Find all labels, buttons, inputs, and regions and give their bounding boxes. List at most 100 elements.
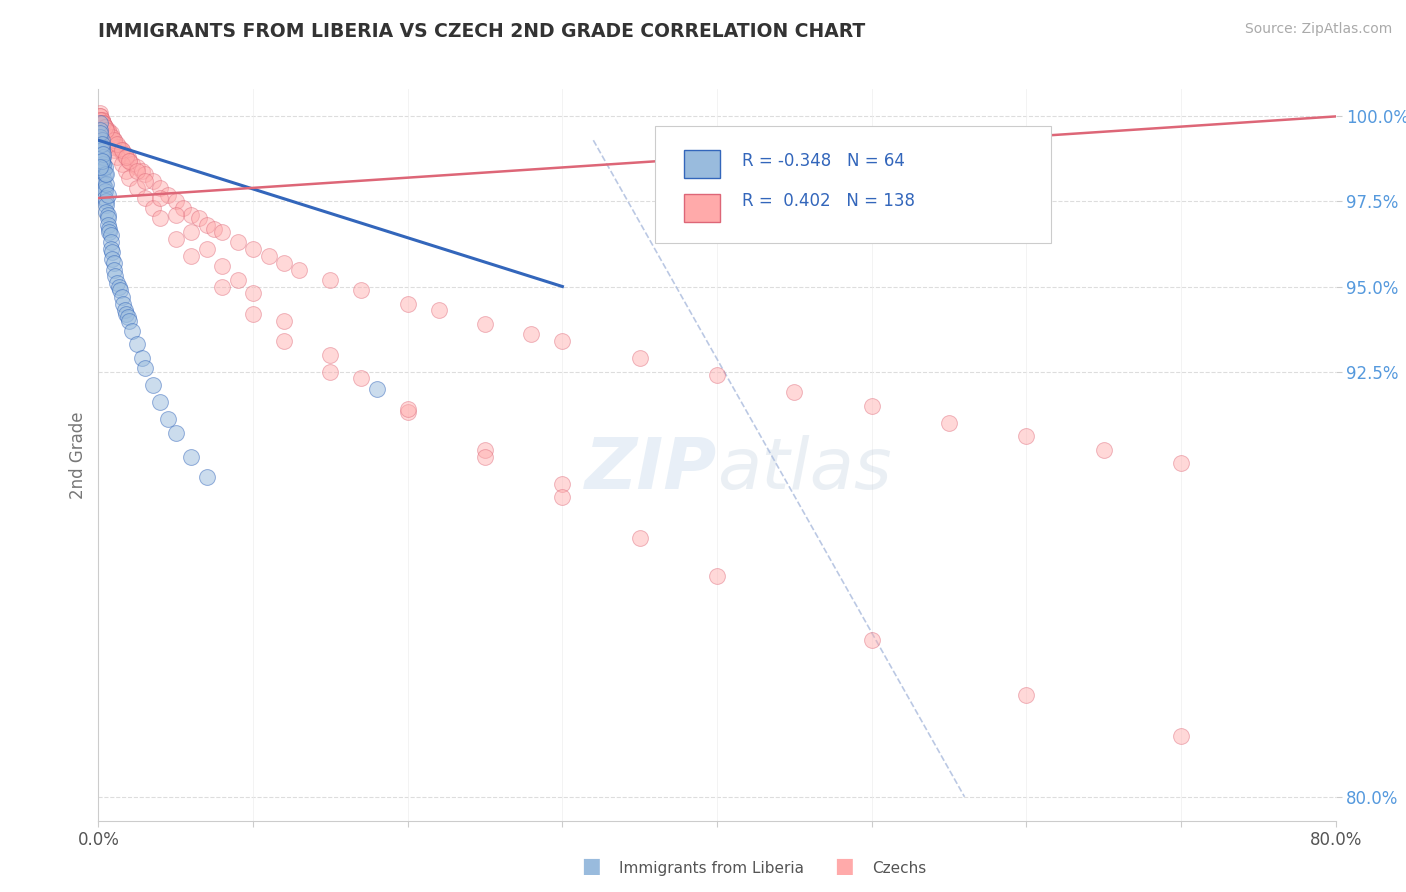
Point	[118, 170, 141, 185]
Point	[93, 181, 115, 195]
Point	[242, 307, 264, 321]
Point	[93, 123, 115, 137]
Point	[91, 178, 114, 192]
Point	[105, 150, 128, 164]
FancyBboxPatch shape	[683, 194, 720, 222]
Point	[180, 225, 202, 239]
Point	[93, 161, 115, 175]
Point	[89, 110, 111, 124]
Point	[149, 181, 172, 195]
Point	[96, 167, 118, 181]
Point	[90, 116, 112, 130]
Point	[180, 450, 202, 464]
Point	[1092, 442, 1115, 457]
Point	[100, 242, 122, 256]
Point	[90, 153, 112, 168]
Point	[91, 127, 114, 141]
Text: R = -0.348   N = 64: R = -0.348 N = 64	[742, 152, 904, 169]
Point	[195, 242, 218, 256]
Point	[98, 127, 121, 141]
Point	[111, 144, 134, 158]
Point	[97, 129, 120, 144]
Point	[90, 146, 112, 161]
Point	[89, 112, 111, 127]
Point	[96, 194, 118, 209]
Point	[427, 303, 450, 318]
Point	[103, 133, 125, 147]
Point	[134, 361, 156, 376]
Point	[165, 425, 187, 440]
Point	[90, 136, 112, 151]
Point	[91, 120, 114, 134]
Point	[111, 144, 134, 158]
Point	[98, 133, 121, 147]
Point	[257, 249, 280, 263]
Point	[226, 273, 249, 287]
Point	[89, 116, 111, 130]
Point	[242, 242, 264, 256]
Point	[91, 123, 114, 137]
Point	[105, 276, 128, 290]
Text: IMMIGRANTS FROM LIBERIA VS CZECH 2ND GRADE CORRELATION CHART: IMMIGRANTS FROM LIBERIA VS CZECH 2ND GRA…	[98, 22, 866, 41]
Point	[90, 144, 112, 158]
Point	[127, 164, 149, 178]
Point	[101, 252, 124, 267]
Point	[114, 146, 136, 161]
Point	[226, 235, 249, 250]
Point	[396, 405, 419, 419]
Point	[89, 106, 111, 120]
Point	[117, 150, 139, 164]
Point	[149, 395, 172, 409]
Point	[142, 201, 165, 215]
Point	[91, 116, 114, 130]
Point	[111, 290, 134, 304]
Point	[628, 531, 651, 545]
Point	[242, 286, 264, 301]
Point	[105, 140, 128, 154]
Point	[98, 225, 121, 239]
Point	[165, 194, 187, 209]
Point	[89, 123, 111, 137]
Point	[134, 191, 156, 205]
Point	[107, 140, 129, 154]
Point	[103, 133, 125, 147]
Point	[100, 235, 122, 250]
Point	[474, 442, 496, 457]
Point	[97, 123, 120, 137]
Point	[93, 120, 115, 134]
Point	[96, 123, 118, 137]
FancyBboxPatch shape	[655, 126, 1052, 243]
Point	[211, 259, 233, 273]
Point	[860, 633, 883, 648]
Point	[93, 167, 115, 181]
Point	[90, 120, 112, 134]
Point	[96, 123, 118, 137]
Point	[204, 221, 226, 235]
Text: atlas: atlas	[717, 435, 891, 504]
Point	[180, 208, 202, 222]
Point	[1170, 729, 1192, 743]
Point	[114, 303, 136, 318]
Point	[211, 225, 233, 239]
Point	[108, 144, 131, 158]
Point	[134, 167, 156, 181]
Point	[180, 249, 202, 263]
Point	[134, 174, 156, 188]
Text: ■: ■	[581, 856, 600, 876]
Point	[105, 136, 128, 151]
Point	[91, 157, 114, 171]
Point	[115, 307, 138, 321]
Point	[90, 112, 112, 127]
Point	[89, 112, 111, 127]
Point	[90, 116, 112, 130]
Point	[104, 269, 127, 284]
Text: Source: ZipAtlas.com: Source: ZipAtlas.com	[1244, 22, 1392, 37]
Text: ■: ■	[834, 856, 853, 876]
Point	[100, 228, 122, 243]
Point	[97, 127, 120, 141]
Point	[97, 129, 120, 144]
Point	[142, 174, 165, 188]
Point	[195, 219, 218, 233]
Point	[149, 191, 172, 205]
Point	[142, 378, 165, 392]
